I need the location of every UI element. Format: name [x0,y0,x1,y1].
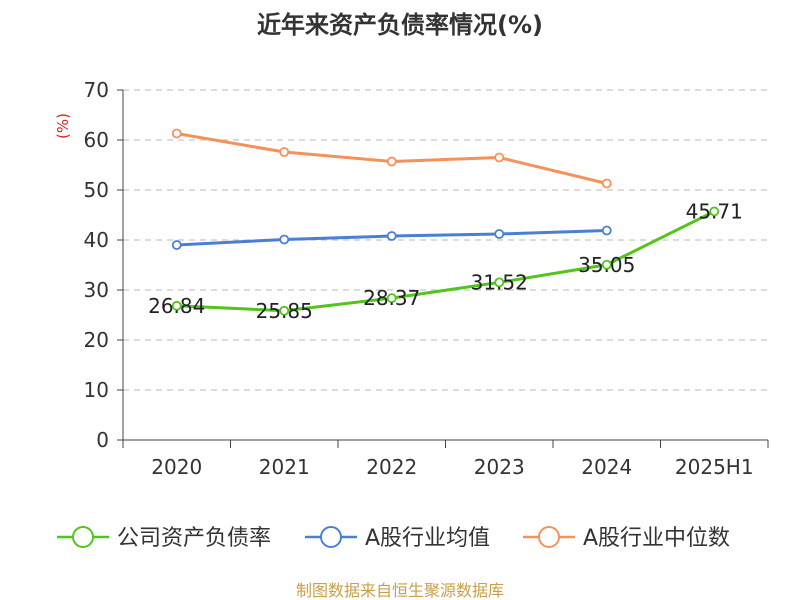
data-label: 26.84 [148,294,205,318]
data-point-marker [709,206,720,217]
y-tick-label: 30 [84,278,109,302]
data-point-marker [386,231,397,241]
legend-label: 公司资产负债率 [117,526,271,551]
y-tick-label: 10 [84,378,109,402]
legend[interactable]: 公司资产负债率 A股行业均值 A股行业中位数 [57,526,730,551]
data-label: 45.71 [686,199,743,223]
data-label: 31.52 [471,270,528,294]
source-note: 制图数据来自恒生聚源数据库 [296,581,504,600]
y-tick-label: 50 [84,178,109,202]
chart-title: 近年来资产负债率情况(%) [257,11,543,39]
x-tick-label: 2023 [474,455,525,479]
data-label: 28.37 [363,286,420,310]
legend-marker-icon [538,526,560,548]
data-labels: 26.84 25.85 28.37 31.52 35.05 45.71 [148,199,743,322]
x-tick-label: 2022 [366,455,417,479]
data-point-marker [279,305,290,316]
data-point-marker [171,240,182,250]
data-point-marker [494,277,505,288]
data-point-marker [171,128,182,139]
x-tick-label: 2025H1 [675,455,754,479]
data-label: 25.85 [256,299,313,323]
y-axis-unit-label: (%) [54,113,72,139]
x-tick-label: 2021 [259,455,310,479]
data-point-marker [279,147,290,157]
data-point-marker [601,259,612,270]
data-point-marker [601,225,612,236]
legend-label: A股行业中位数 [583,526,730,551]
y-tick-label: 60 [84,128,109,152]
y-tick-label: 70 [84,78,109,102]
y-tick-label: 40 [84,228,109,252]
data-point-marker [386,293,397,304]
x-tick-label: 2020 [151,455,202,479]
series-layer [171,128,720,316]
legend-marker-icon [320,526,342,548]
data-point-marker [386,156,397,167]
legend-label: A股行业均值 [365,526,490,551]
data-point-marker [601,178,612,189]
axes: 0 10 20 30 40 50 60 70 2020 2021 2022 2023 2024 2025H… [84,78,769,479]
data-point-marker [279,234,290,245]
legend-item-0[interactable]: 公司资产负债率 [57,526,271,551]
y-tick-label: 0 [96,428,109,452]
data-point-marker [494,229,505,239]
legend-marker-icon [72,526,94,548]
data-label: 35.05 [578,253,635,277]
grid-lines [123,89,768,391]
legend-item-2[interactable]: A股行业中位数 [523,526,730,551]
y-tick-label: 20 [84,328,109,352]
data-point-marker [171,300,182,311]
data-point-marker [494,152,505,163]
series-line-0 [176,210,715,313]
x-tick-label: 2024 [581,455,632,479]
legend-item-1[interactable]: A股行业均值 [305,526,490,551]
